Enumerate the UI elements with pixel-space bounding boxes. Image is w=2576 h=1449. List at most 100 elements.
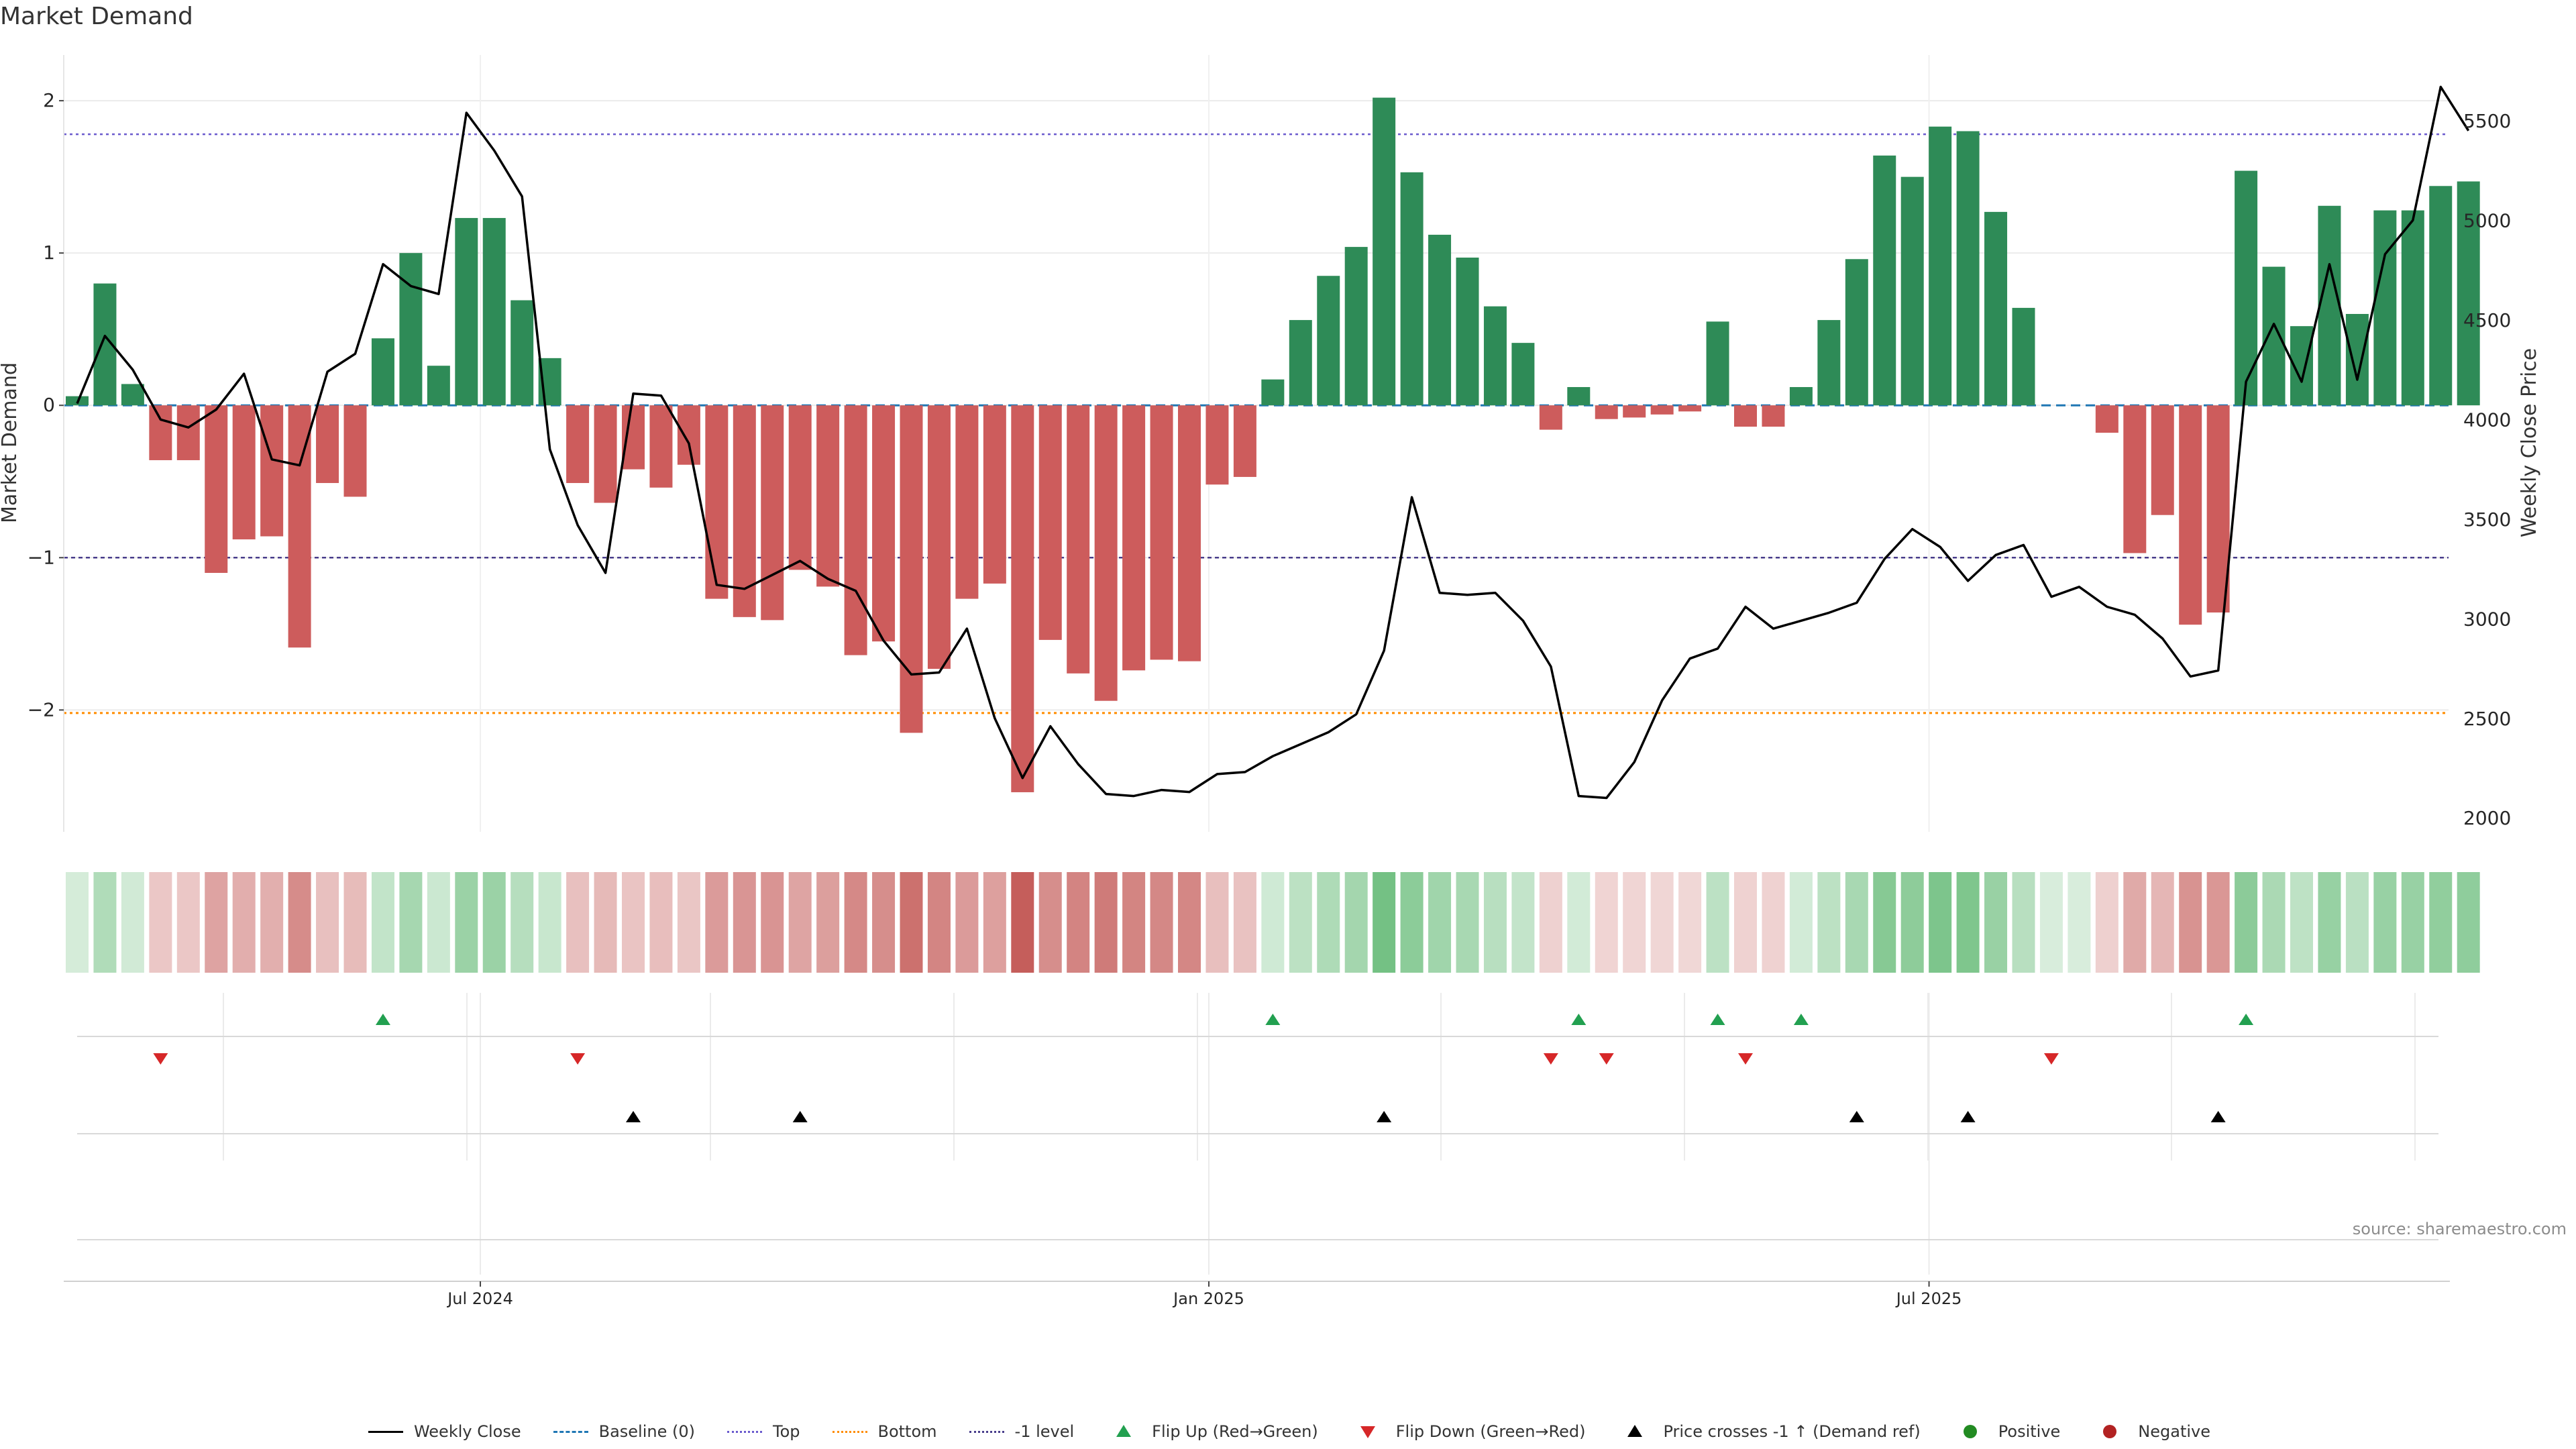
y-tick-label: 0 xyxy=(43,394,55,416)
heat-cell xyxy=(2429,872,2453,973)
demand-bar xyxy=(205,405,228,573)
price-cross-marker xyxy=(1377,1111,1392,1122)
y2-tick-label: 2000 xyxy=(2463,807,2511,829)
heat-cell xyxy=(66,872,89,973)
heat-cell xyxy=(1317,872,1340,973)
heat-cell xyxy=(205,872,228,973)
heat-cell xyxy=(1539,872,1562,973)
flip-down-marker xyxy=(1599,1053,1614,1065)
demand-bar xyxy=(1261,379,1285,406)
heat-cell xyxy=(1428,872,1452,973)
heat-cell xyxy=(2345,872,2369,973)
legend-label: Positive xyxy=(1998,1422,2061,1441)
legend-label: Weekly Close xyxy=(413,1422,521,1441)
demand-bar xyxy=(1122,405,1146,671)
demand-bar xyxy=(1734,405,1757,427)
demand-bar xyxy=(2235,170,2258,406)
heat-cell xyxy=(761,872,784,973)
heat-cell xyxy=(232,872,256,973)
heat-cell xyxy=(1567,872,1591,973)
heat-cell xyxy=(733,872,756,973)
price-cross-marker xyxy=(1960,1111,1976,1122)
demand-bar xyxy=(1900,176,1924,406)
legend-symbol-mark xyxy=(1963,1425,1977,1438)
heat-cell xyxy=(927,872,951,973)
demand-bar xyxy=(455,217,478,406)
heat-cell xyxy=(1178,872,1201,973)
heat-cell xyxy=(1762,872,1785,973)
legend-label: Baseline (0) xyxy=(598,1422,695,1441)
demand-bar xyxy=(1011,405,1034,792)
heat-cell xyxy=(705,872,729,973)
heat-cell xyxy=(1150,872,1173,973)
heat-cell xyxy=(176,872,200,973)
demand-bar xyxy=(2179,405,2202,625)
demand-bar xyxy=(1317,276,1340,406)
legend-label: Top xyxy=(773,1422,800,1441)
demand-bar xyxy=(1400,172,1424,406)
demand-bar xyxy=(2429,186,2453,406)
heat-cell xyxy=(371,872,394,973)
legend-label: Flip Up (Red→Green) xyxy=(1152,1422,1318,1441)
legend-item: Top xyxy=(724,1422,800,1441)
demand-bar xyxy=(1567,386,1591,406)
signal-markers xyxy=(77,1014,2438,1240)
heat-cell xyxy=(149,872,172,973)
demand-bar xyxy=(1511,343,1535,406)
demand-bar xyxy=(1623,405,1646,418)
heat-cell xyxy=(2318,872,2341,973)
heat-cell xyxy=(511,872,534,973)
legend-label: Bottom xyxy=(877,1422,937,1441)
price-cross-marker xyxy=(792,1111,808,1122)
demand-bar xyxy=(316,405,339,484)
heat-cell xyxy=(844,872,867,973)
demand-bar xyxy=(594,405,617,503)
legend-symbol xyxy=(1615,1424,1655,1440)
demand-bar xyxy=(1373,97,1396,406)
demand-bar xyxy=(1706,321,1729,406)
demand-bar xyxy=(705,405,729,599)
legend-item: -1 level xyxy=(967,1422,1074,1441)
heat-cell xyxy=(399,872,423,973)
demand-bar xyxy=(788,405,812,570)
heat-cell xyxy=(788,872,812,973)
heat-cell xyxy=(2012,872,2035,973)
demand-bar xyxy=(427,366,450,406)
y-tick-label: −2 xyxy=(28,698,55,720)
heat-cell xyxy=(622,872,645,973)
source-credit: source: sharemaestro.com xyxy=(2352,1220,2567,1238)
heat-cell xyxy=(1984,872,2008,973)
heat-cell xyxy=(2373,872,2397,973)
chart-legend: Weekly Close Baseline (0) Top Bottom -1 leve… xyxy=(0,1422,2576,1441)
demand-bar xyxy=(511,300,534,406)
demand-bar xyxy=(1289,320,1312,406)
heat-cell xyxy=(538,872,561,973)
legend-symbol xyxy=(1348,1424,1388,1440)
legend-symbol-mark xyxy=(727,1431,762,1433)
heat-cell xyxy=(2151,872,2174,973)
heat-cell xyxy=(1650,872,1674,973)
legend-label: Price crosses -1 ↑ (Demand ref) xyxy=(1663,1422,1921,1441)
heat-cell xyxy=(872,872,896,973)
heat-cell xyxy=(343,872,367,973)
heat-cell xyxy=(900,872,923,973)
heat-cell xyxy=(2123,872,2147,973)
price-cross-marker xyxy=(1849,1111,1864,1122)
heat-cell xyxy=(1929,872,1952,973)
heat-cell xyxy=(1233,872,1256,973)
legend-symbol xyxy=(2090,1424,2130,1440)
heat-cell xyxy=(1873,872,1896,973)
demand-bar xyxy=(1789,386,1813,406)
demand-bar xyxy=(955,405,979,599)
demand-bar xyxy=(1929,126,1952,406)
demand-bar xyxy=(1956,131,1980,406)
flip-up-marker xyxy=(1265,1014,1281,1025)
y2-axis-title: Weekly Close Price xyxy=(2518,348,2541,537)
demand-bar xyxy=(343,405,367,497)
heat-cell xyxy=(427,872,450,973)
flip-up-marker xyxy=(1571,1014,1587,1025)
heat-cell xyxy=(1595,872,1618,973)
heat-cell xyxy=(2262,872,2286,973)
reference-lines xyxy=(64,133,2449,714)
demand-bar xyxy=(1873,155,1896,406)
